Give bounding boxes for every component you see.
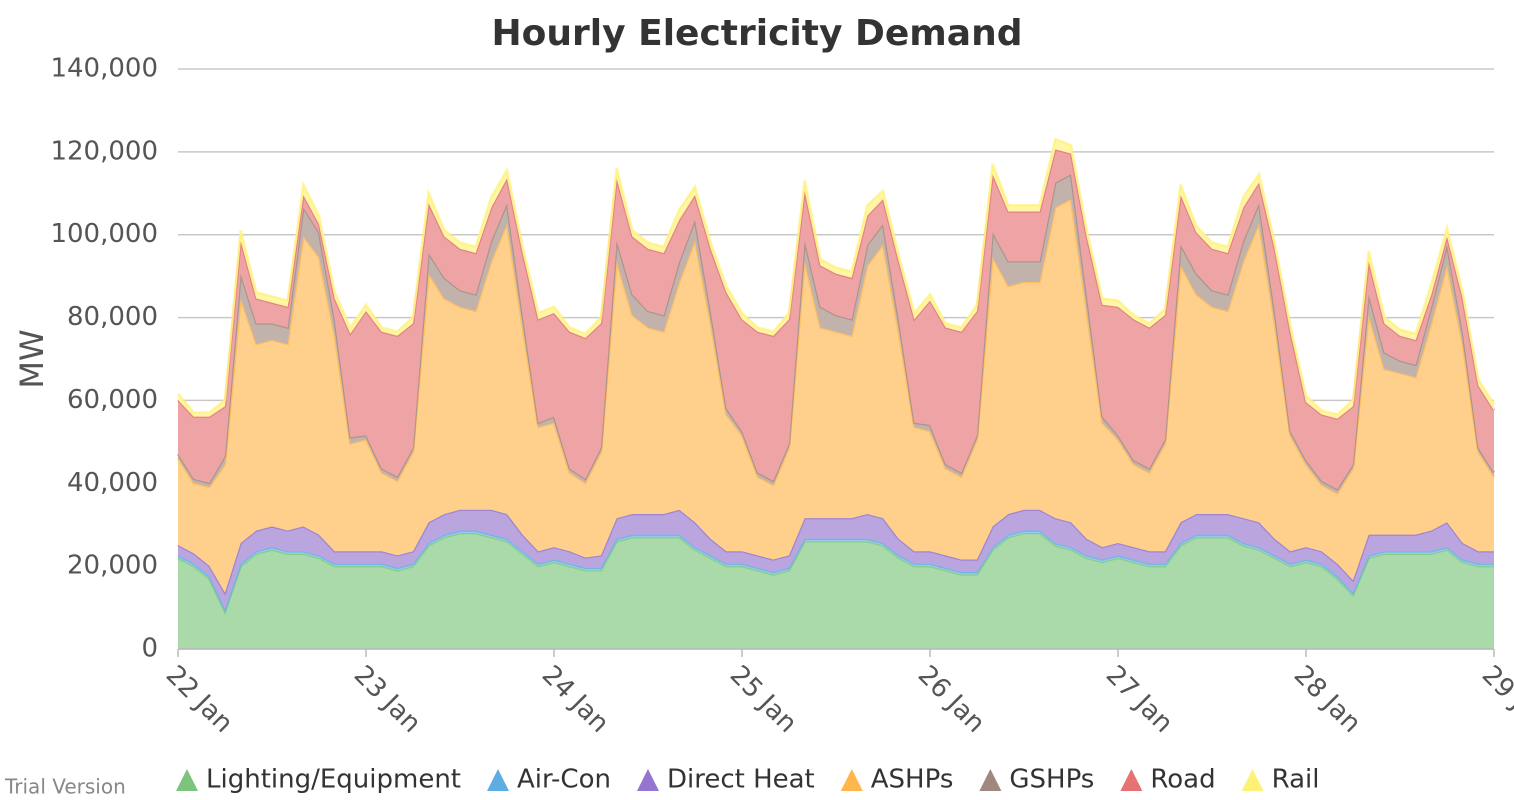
y-axis-label: MW xyxy=(13,329,51,388)
watermark: Trial Version xyxy=(4,775,126,799)
x-tick-label: 26 Jan xyxy=(912,660,991,739)
y-tick-label: 80,000 xyxy=(67,302,158,332)
area xyxy=(178,509,1494,610)
y-tick-label: 60,000 xyxy=(67,385,158,415)
legend-marker xyxy=(1120,769,1143,791)
y-tick-label: 40,000 xyxy=(67,468,158,498)
legend-label: Air-Con xyxy=(517,765,611,795)
y-tick-label: 20,000 xyxy=(67,551,158,581)
x-tick-label: 22 Jan xyxy=(160,660,239,739)
area xyxy=(178,199,1494,593)
area-line xyxy=(177,137,1496,416)
y-tick-label: 120,000 xyxy=(50,136,158,166)
areas xyxy=(176,137,1496,649)
legend-label: Road xyxy=(1150,765,1215,795)
legend-marker xyxy=(636,769,659,791)
x-tick-label: 28 Jan xyxy=(1288,660,1367,739)
x-tick-label: 29 Jan xyxy=(1476,660,1514,739)
area xyxy=(178,533,1494,649)
legend-label: Direct Heat xyxy=(667,765,815,795)
x-tick-label: 23 Jan xyxy=(348,660,427,739)
legend-marker xyxy=(1241,769,1264,791)
legend-label: Lighting/Equipment xyxy=(206,765,461,795)
legend-marker xyxy=(840,769,863,791)
y-tick-label: 140,000 xyxy=(50,54,158,84)
legend-label: GSHPs xyxy=(1009,765,1094,795)
x-tick-label: 24 Jan xyxy=(536,660,615,739)
y-tick-label: 100,000 xyxy=(50,219,158,249)
chart-title: Hourly Electricity Demand xyxy=(492,13,1023,54)
legend-label: Rail xyxy=(1272,765,1320,795)
y-tick-label: 0 xyxy=(141,634,158,664)
x-tick-label: 25 Jan xyxy=(724,660,803,739)
legend-label: ASHPs xyxy=(871,765,954,795)
legend-marker xyxy=(979,769,1002,791)
legend-marker xyxy=(487,769,509,791)
x-tick-label: 27 Jan xyxy=(1100,660,1179,739)
legend-marker xyxy=(176,769,198,791)
area xyxy=(178,149,1494,490)
